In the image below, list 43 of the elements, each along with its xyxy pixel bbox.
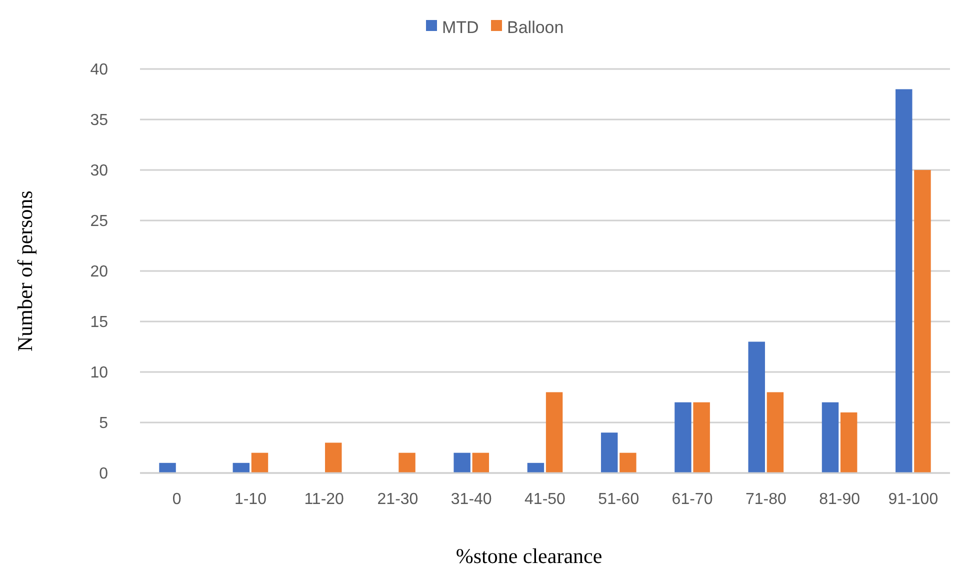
bar <box>822 402 839 473</box>
bar <box>693 402 710 473</box>
y-tick-label: 5 <box>99 415 108 432</box>
bar <box>840 412 858 473</box>
x-tick-label: 1-10 <box>234 491 267 508</box>
x-tick-label: 51-60 <box>598 491 640 508</box>
legend-label: MTD <box>442 18 479 37</box>
x-tick-label: 91-100 <box>888 491 938 508</box>
y-axis-title: Number of persons <box>13 190 37 352</box>
y-tick-label: 40 <box>90 62 108 79</box>
bar <box>325 442 342 473</box>
y-tick-label: 0 <box>99 466 108 483</box>
bar <box>620 452 636 473</box>
x-tick-label: 71-80 <box>745 491 786 508</box>
x-tick-label: 31-40 <box>450 491 492 508</box>
y-tick-label: 35 <box>90 112 108 130</box>
y-tick-label: 15 <box>90 314 108 332</box>
bar <box>766 392 784 473</box>
bar <box>527 462 544 473</box>
y-tick-label: 25 <box>90 213 108 230</box>
y-tick-label: 20 <box>90 264 108 281</box>
bar <box>674 402 692 473</box>
bar <box>472 452 490 473</box>
x-tick-label: 11-20 <box>304 491 344 508</box>
bar <box>748 342 765 473</box>
x-tick-label: 0 <box>172 491 182 508</box>
x-tick-label: 41-50 <box>524 491 566 508</box>
x-axis-title: %stone clearance <box>456 544 602 568</box>
bar <box>159 462 176 473</box>
bar <box>914 170 931 473</box>
bar <box>398 452 416 473</box>
bar <box>546 392 563 473</box>
legend-label: Balloon <box>507 18 564 37</box>
x-tick-label: 81-90 <box>819 491 860 508</box>
x-tick-label: 21-30 <box>377 491 418 508</box>
x-tick-label: 61-70 <box>672 491 713 508</box>
y-tick-label: 10 <box>90 364 108 382</box>
bar <box>251 452 268 473</box>
y-tick-label: 30 <box>90 162 108 180</box>
bar <box>896 89 912 473</box>
bar <box>454 452 470 473</box>
bar <box>232 462 250 473</box>
bar <box>600 432 618 473</box>
